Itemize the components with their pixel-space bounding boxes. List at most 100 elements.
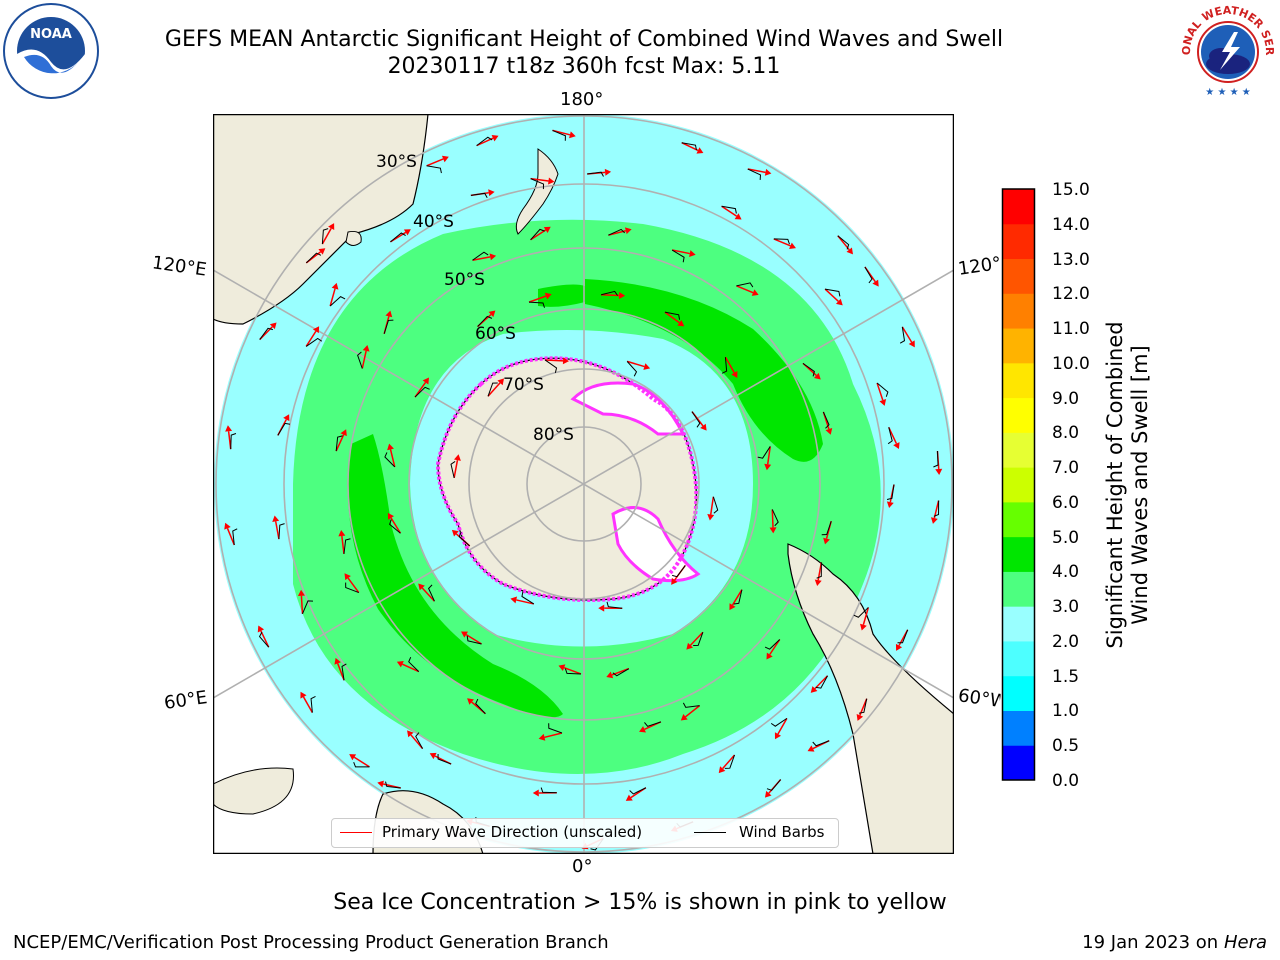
wave-arrow-head — [510, 596, 518, 604]
wave-arrow-head — [814, 579, 822, 587]
wave-arrow-shaft — [824, 288, 839, 302]
wind-barb — [766, 779, 782, 791]
wave-arrow-head — [680, 714, 688, 721]
wave-arrow-head — [789, 242, 796, 250]
wave-arrow-shaft — [274, 521, 280, 540]
wind-barb — [302, 600, 313, 614]
wind-barb — [733, 589, 743, 605]
wave-arrow-shaft — [626, 360, 645, 368]
wave-arrow-shaft — [516, 599, 534, 605]
colorbar-tick-label: 11.0 — [1052, 319, 1090, 340]
wave-arrow-shaft — [476, 137, 494, 147]
wave-arrow-head — [488, 189, 495, 197]
wind-barb — [747, 168, 762, 180]
wind-barb — [530, 228, 545, 241]
wave-arrow-head — [362, 345, 370, 352]
wave-arrow-head — [618, 292, 626, 300]
wave-arrow-shaft — [888, 426, 898, 444]
colorbar-segment — [1002, 258, 1035, 294]
colorbar-segment — [1002, 223, 1035, 260]
wind-barb — [899, 326, 906, 344]
colorbar-segment — [1002, 362, 1035, 399]
wave-arrow-head — [686, 642, 694, 650]
wave-arrow-head — [225, 425, 233, 432]
wind-barb — [587, 171, 604, 177]
wave-arrow-shaft — [260, 630, 270, 648]
wind-barb — [415, 732, 424, 749]
wind-barb — [876, 382, 889, 397]
wave-arrow-shaft — [671, 249, 690, 255]
wind-barb — [230, 433, 237, 450]
wave-arrow-head — [872, 279, 879, 287]
wave-arrow-shaft — [347, 577, 360, 593]
wave-arrow-head — [429, 752, 437, 760]
wind-barb — [341, 663, 347, 681]
map-legend: Primary Wave Direction (unscaled) Wind B… — [331, 818, 839, 848]
wave-arrow-head — [677, 319, 685, 327]
wind-barb — [802, 362, 815, 377]
wind-barb — [822, 411, 830, 429]
wind-barb — [521, 591, 535, 605]
wave-arrow-head — [825, 428, 833, 435]
wave-arrow-head — [643, 363, 651, 370]
wave-arrow-head — [331, 282, 339, 290]
wave-arrow-head — [893, 442, 900, 450]
wave-arrow-head — [387, 512, 395, 520]
wind-barb — [258, 631, 270, 648]
wave-arrow-shaft — [390, 517, 402, 534]
colorbar — [1001, 188, 1036, 781]
wave-arrow-head — [930, 517, 938, 524]
wind-barb — [544, 359, 558, 373]
wind-barbs — [230, 129, 940, 851]
colorbar-segment — [1002, 536, 1035, 572]
nws-logo: NATIONAL WEATHER SERVICE ★ ★ ★ ★ — [1178, 2, 1276, 99]
wave-arrow-head — [689, 250, 696, 258]
wave-arrow-head — [823, 537, 830, 545]
colorbar-segment — [1002, 571, 1035, 607]
wave-arrow-shaft — [777, 718, 788, 735]
wave-arrow-head — [467, 698, 474, 705]
lat-label-50s: 50°S — [444, 270, 485, 290]
lat-label-60s: 60°S — [475, 324, 516, 344]
wave-arrow-shaft — [771, 509, 774, 528]
wave-arrow-shaft — [426, 158, 444, 167]
colorbar-tick-label: 3.0 — [1052, 597, 1080, 618]
wave-height-field-high-ne — [585, 279, 823, 462]
south-america — [787, 543, 954, 854]
wind-barb — [626, 361, 638, 377]
australia — [213, 114, 429, 325]
wave-arrow-head — [879, 399, 887, 406]
svg-text:★ ★ ★ ★: ★ ★ ★ ★ — [1205, 87, 1250, 98]
wind-barb — [321, 228, 329, 245]
wind-barb — [390, 232, 406, 243]
wave-arrow-head — [418, 583, 425, 591]
colorbar-tick-label: 10.0 — [1052, 353, 1090, 374]
colorbar-segment — [1002, 640, 1035, 677]
wave-arrow-head — [224, 522, 231, 530]
wave-arrow-shaft — [721, 205, 737, 217]
wave-arrow-head — [769, 527, 777, 534]
wave-arrow-head — [272, 515, 280, 523]
colorbar-segment — [1002, 710, 1035, 746]
wave-arrow-head — [318, 248, 326, 255]
colorbar-tick-label: 9.0 — [1052, 388, 1080, 409]
lat-label-40s: 40°S — [413, 212, 454, 232]
footer-credit: NCEP/EMC/Verification Post Processing Pr… — [13, 932, 609, 953]
wave-arrow-shaft — [226, 528, 235, 546]
wind-barb — [414, 386, 430, 398]
wind-barb — [886, 484, 895, 500]
sea-ice-note: Sea Ice Concentration > 15% is shown in … — [333, 890, 947, 915]
wave-arrow-shaft — [724, 356, 735, 374]
wind-barb — [383, 319, 394, 334]
wave-arrow-head — [696, 147, 704, 154]
wind-barb — [564, 668, 581, 675]
wave-arrow-shaft — [341, 535, 345, 554]
wave-arrow-head — [387, 443, 394, 451]
wind-barb-legend-line — [694, 832, 726, 833]
footer-date: 19 Jan 2023 on Hera — [1082, 932, 1267, 953]
colorbar-segment — [1002, 328, 1035, 364]
wind-barb — [858, 698, 868, 714]
colorbar-tick-label: 7.0 — [1052, 458, 1080, 479]
wave-arrow-shaft — [361, 350, 367, 369]
wave-arrow-head — [328, 223, 335, 231]
